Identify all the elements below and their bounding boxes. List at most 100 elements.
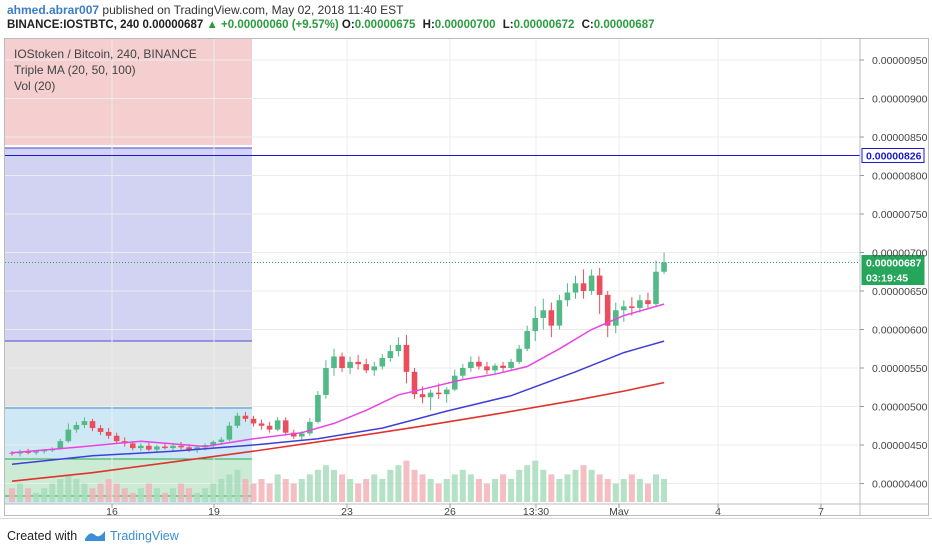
volume-bar: [556, 479, 563, 502]
candle-body: [210, 441, 217, 445]
candle-body: [9, 452, 15, 454]
volume-bar: [628, 474, 635, 502]
candle-body: [138, 445, 144, 449]
author-link[interactable]: ahmed.abrar007: [7, 3, 100, 17]
volume-bar: [234, 469, 241, 502]
candle-body: [492, 365, 498, 371]
time-tick-label: 16: [106, 506, 118, 516]
volume-bar: [596, 474, 603, 502]
price-tick-label: 0.00000950: [872, 55, 928, 67]
candle-body: [508, 361, 514, 368]
candle-body: [596, 275, 603, 295]
drawing-zone-blue[interactable]: [5, 148, 252, 341]
candle-body: [97, 428, 104, 432]
candle-body: [234, 415, 241, 426]
volume-bar: [419, 474, 426, 502]
volume-bar: [306, 474, 313, 502]
candle-body: [621, 306, 627, 311]
candle-body: [226, 425, 233, 440]
candle-body: [331, 356, 337, 368]
candle-body: [355, 361, 361, 365]
candle-body: [57, 441, 64, 449]
moving-averages: [11, 303, 665, 482]
volume-bar: [210, 483, 217, 502]
candlesticks: [9, 252, 667, 457]
volume-bar: [516, 469, 523, 502]
time-tick-label: May: [609, 506, 630, 516]
volume-bar: [508, 479, 515, 502]
volume-bar: [580, 465, 587, 502]
time-tick-label: 4: [715, 506, 721, 516]
volume-bar: [226, 474, 233, 502]
volume-bar: [298, 479, 305, 502]
candle-body: [629, 306, 635, 308]
volume-bar: [178, 483, 185, 502]
countdown-tag-bg: [861, 270, 925, 286]
volume-bar: [395, 465, 402, 502]
ma50-line: [11, 340, 665, 466]
volume-bar: [282, 479, 289, 502]
high-value: 0.00000700: [434, 19, 496, 31]
volume-bar: [475, 479, 482, 502]
legend-ma[interactable]: Triple MA (20, 50, 100): [14, 63, 136, 77]
volume-bar: [314, 469, 321, 502]
chart-area[interactable]: 0.00000826 0.00000687 03:19:45 0.00000950 0…: [4, 38, 929, 516]
candle-body: [532, 317, 539, 332]
price-tick-label: 0.00000450: [872, 440, 928, 452]
candle-body: [307, 421, 313, 434]
price-tag-last-bg: [861, 255, 925, 271]
candle-body: [299, 433, 305, 437]
price-tick-label: 0.00000500: [872, 402, 928, 414]
ma100-line: [11, 381, 665, 482]
tradingview-logo-icon[interactable]: [84, 528, 106, 542]
candle-body: [347, 361, 353, 368]
candle-body: [419, 394, 426, 398]
chart-border: [4, 38, 929, 516]
candle-body: [540, 310, 547, 318]
legend-vol[interactable]: Vol (20): [14, 79, 56, 93]
volume-bar: [274, 474, 281, 502]
candle-body: [460, 368, 466, 376]
volume-bar: [137, 488, 144, 502]
candle-body: [41, 450, 47, 452]
candle-body: [588, 275, 595, 291]
horizontal-lines[interactable]: 0.00000826 0.00000687 03:19:45: [5, 147, 925, 286]
time-axis[interactable]: 16 19 23 26 13:30 May 4 7: [4, 503, 929, 516]
volume-bar: [492, 479, 498, 502]
candle-body: [323, 368, 329, 395]
volume-bar: [33, 492, 40, 502]
drawing-zone-red[interactable]: [5, 39, 252, 145]
volume-bar: [170, 488, 176, 502]
candle-body: [282, 420, 289, 433]
open-label: O:: [341, 19, 355, 31]
volume-bar: [41, 488, 48, 502]
candle-body: [379, 357, 386, 367]
volume-bar: [105, 479, 112, 502]
time-tick-label: 13:30: [523, 506, 549, 516]
volume-bar: [97, 483, 104, 502]
candle-body: [637, 300, 643, 308]
candle-body: [516, 348, 522, 362]
volume-bar: [339, 474, 346, 502]
candle-body: [218, 439, 225, 442]
candle-body: [524, 331, 530, 349]
drawing-zone-gray[interactable]: [5, 341, 252, 408]
candle-body: [661, 262, 667, 272]
candle-body: [339, 356, 345, 368]
volume-bar: [620, 479, 627, 502]
legend-title[interactable]: IOStoken / Bitcoin, 240, BINANCE: [14, 47, 197, 61]
price-axis[interactable]: 0.00000950 0.00000900 0.00000850 0.00000800…: [859, 38, 928, 516]
volume-bar: [612, 483, 619, 502]
price-tick-label: 0.00000850: [872, 132, 928, 144]
publish-line: ahmed.abrar007 published on TradingView.…: [7, 3, 403, 17]
countdown-tag: 03:19:45: [866, 273, 908, 285]
candle-body: [105, 431, 112, 436]
volume-bar: [483, 483, 490, 502]
created-with-text: Created with: [7, 529, 78, 543]
volume-bar: [572, 469, 579, 502]
symbol-label: BINANCE:IOSTBTC, 240: [7, 19, 140, 31]
tradingview-brand[interactable]: TradingView: [110, 529, 179, 543]
volume-bar: [435, 483, 442, 502]
candle-body: [371, 366, 378, 371]
